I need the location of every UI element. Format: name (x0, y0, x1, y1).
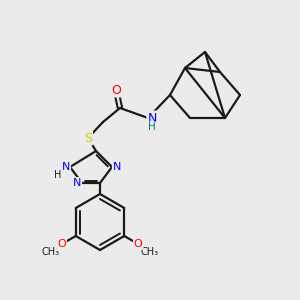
Text: CH₃: CH₃ (140, 247, 158, 257)
Text: H: H (148, 122, 156, 132)
Text: N: N (147, 112, 157, 124)
Text: N: N (62, 162, 70, 172)
Text: O: O (134, 239, 142, 249)
Text: O: O (57, 239, 66, 249)
Text: CH₃: CH₃ (42, 247, 60, 257)
Text: N: N (113, 162, 121, 172)
Text: O: O (111, 83, 121, 97)
Text: N: N (73, 178, 81, 188)
Text: S: S (84, 131, 92, 145)
Text: H: H (54, 170, 62, 180)
